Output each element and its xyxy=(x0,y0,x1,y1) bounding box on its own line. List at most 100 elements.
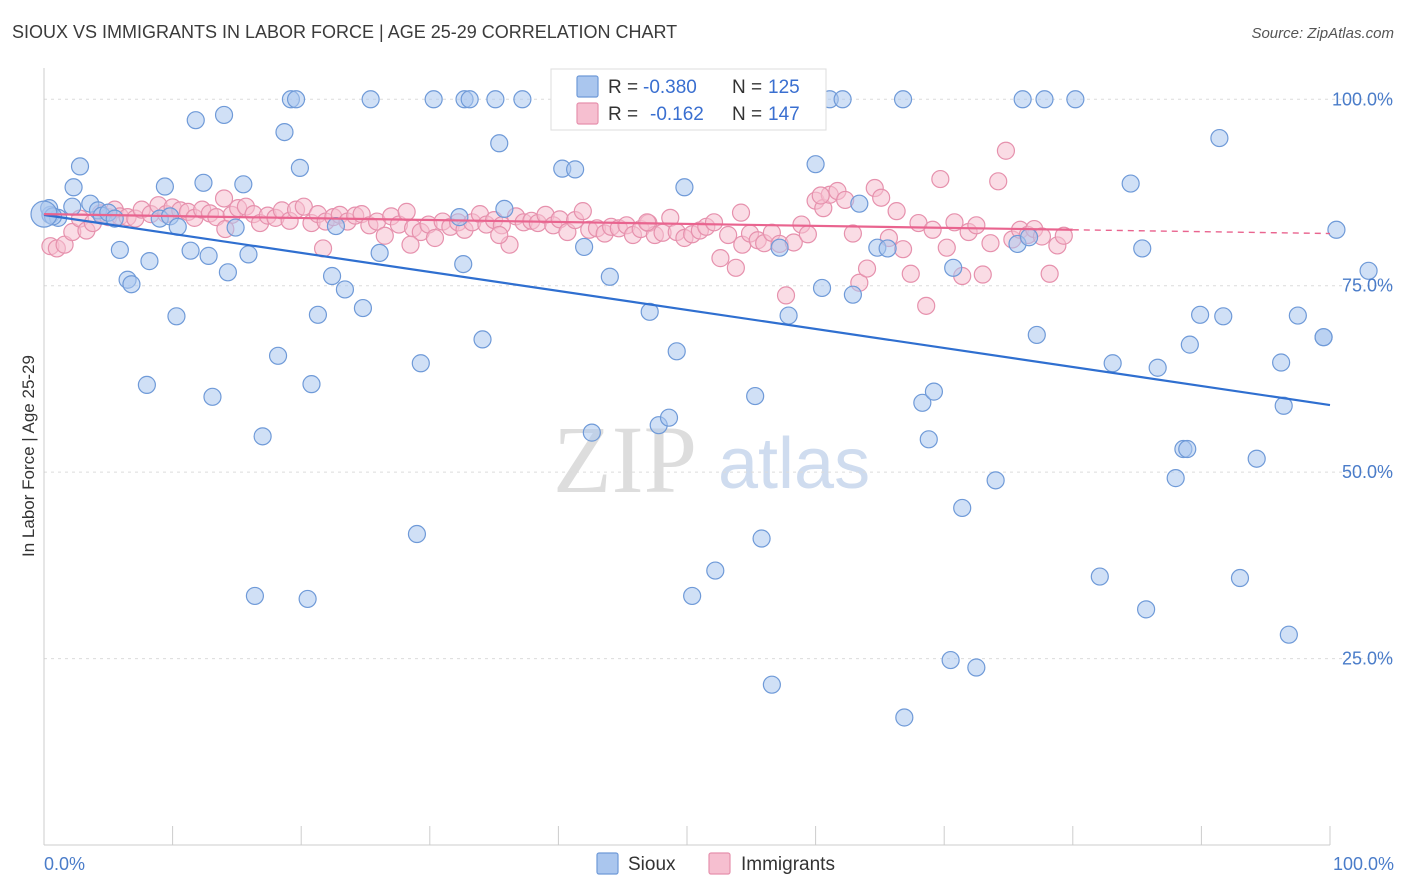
sioux-point xyxy=(919,430,938,449)
y-tick-label: 25.0% xyxy=(1342,649,1393,669)
y-tick-label: 75.0% xyxy=(1342,276,1393,296)
sioux-point xyxy=(424,90,443,109)
immigrants-point xyxy=(401,235,420,254)
sioux-point xyxy=(234,175,253,194)
sioux-point xyxy=(895,708,914,727)
sioux-point xyxy=(286,90,306,109)
legend-box: R = -0.380 N = 125 R = -0.162 N = 147 xyxy=(550,68,827,131)
sioux-point xyxy=(1279,625,1298,644)
legend-immigrants-n-label: N = xyxy=(732,104,762,125)
sioux-point xyxy=(953,498,972,518)
sioux-point xyxy=(335,280,355,299)
bottom-legend: Sioux Immigrants xyxy=(596,852,835,875)
sioux-point xyxy=(1180,335,1199,354)
immigrants-points xyxy=(41,141,1073,315)
sioux-point xyxy=(370,243,389,263)
sioux-point xyxy=(1133,239,1152,258)
sioux-point xyxy=(513,90,532,109)
immigrants-point xyxy=(294,197,313,216)
sioux-point xyxy=(850,194,869,213)
legend-sioux-n-value: 125 xyxy=(768,77,800,98)
sioux-point xyxy=(1272,353,1291,372)
sioux-point xyxy=(460,90,479,109)
watermark-atlas: atlas xyxy=(718,424,870,504)
sioux-point xyxy=(308,305,328,324)
immigrants-trend-extension xyxy=(1072,229,1331,235)
legend-sioux-swatch xyxy=(576,75,599,98)
sioux-point xyxy=(137,375,156,394)
sioux-point xyxy=(490,134,509,153)
sioux-point xyxy=(167,307,186,326)
sioux-point xyxy=(752,529,771,548)
legend-sioux-r-label: R = xyxy=(608,77,638,98)
sioux-point xyxy=(566,160,585,179)
sioux-point xyxy=(1027,325,1046,345)
sioux-point xyxy=(913,393,932,412)
sioux-point xyxy=(181,241,200,260)
sioux-point xyxy=(1191,305,1210,324)
sioux-point xyxy=(1327,220,1346,239)
sioux-point xyxy=(63,197,82,216)
sioux-point xyxy=(878,239,897,258)
immigrants-point xyxy=(967,216,986,235)
sioux-point xyxy=(1214,307,1233,326)
sioux-point xyxy=(843,285,862,304)
immigrants-point xyxy=(425,228,445,248)
sioux-point xyxy=(1166,469,1185,488)
sioux-point xyxy=(245,586,265,606)
immigrants-point xyxy=(711,249,730,268)
legend-immigrants-r-value: -0.162 xyxy=(650,104,704,125)
axes xyxy=(43,68,1331,846)
sioux-point xyxy=(1359,261,1378,280)
immigrants-point xyxy=(872,188,891,207)
y-axis-label: In Labor Force | Age 25-29 xyxy=(19,355,38,557)
sioux-point xyxy=(779,306,798,325)
sioux-point xyxy=(253,427,272,446)
immigrants-point xyxy=(931,169,950,189)
sioux-point xyxy=(1019,228,1039,247)
sioux-point xyxy=(640,302,659,321)
immigrants-point xyxy=(704,213,724,232)
sioux-point xyxy=(675,178,694,197)
sioux-point xyxy=(893,90,913,109)
chart-title: SIOUX VS IMMIGRANTS IN LABOR FORCE | AGE… xyxy=(12,22,677,42)
sioux-point xyxy=(1066,90,1085,109)
sioux-point xyxy=(454,254,473,274)
sioux-point xyxy=(806,155,825,174)
immigrants-point xyxy=(989,172,1008,191)
immigrants-point xyxy=(731,203,751,222)
immigrants-point xyxy=(937,238,956,257)
sioux-point xyxy=(361,90,380,109)
sioux-point xyxy=(1035,90,1054,109)
legend-immigrants-n-value: 147 xyxy=(768,104,800,125)
sioux-trend-line xyxy=(43,213,1331,407)
y-tick-label: 50.0% xyxy=(1342,462,1393,482)
sioux-point xyxy=(575,237,594,257)
sioux-point xyxy=(486,90,505,109)
legend-sioux-n-label: N = xyxy=(732,77,762,98)
sioux-point xyxy=(1314,328,1333,347)
immigrants-point xyxy=(843,224,862,243)
sioux-point xyxy=(155,177,174,196)
sioux-point xyxy=(298,589,317,609)
immigrants-point xyxy=(981,234,1000,253)
immigrants-point xyxy=(726,258,745,277)
sioux-point xyxy=(1148,358,1167,377)
sioux-point xyxy=(812,278,832,298)
sioux-point xyxy=(495,199,514,219)
sioux-point xyxy=(683,586,702,606)
sioux-point xyxy=(770,238,789,257)
immigrants-trend-line xyxy=(43,213,1073,231)
sioux-point xyxy=(214,105,234,125)
immigrants-point xyxy=(573,202,592,221)
chart-source: Source: ZipAtlas.com xyxy=(1251,25,1394,42)
sioux-point xyxy=(1230,568,1250,588)
y-tick-label: 100.0% xyxy=(1332,89,1393,109)
sioux-point xyxy=(290,158,310,177)
sioux-point xyxy=(268,346,288,365)
immigrants-point xyxy=(893,240,913,259)
immigrants-point xyxy=(857,259,877,278)
x-tick-label-min: 0.0% xyxy=(44,854,85,874)
legend-immigrants-r-label: R = xyxy=(608,104,638,125)
